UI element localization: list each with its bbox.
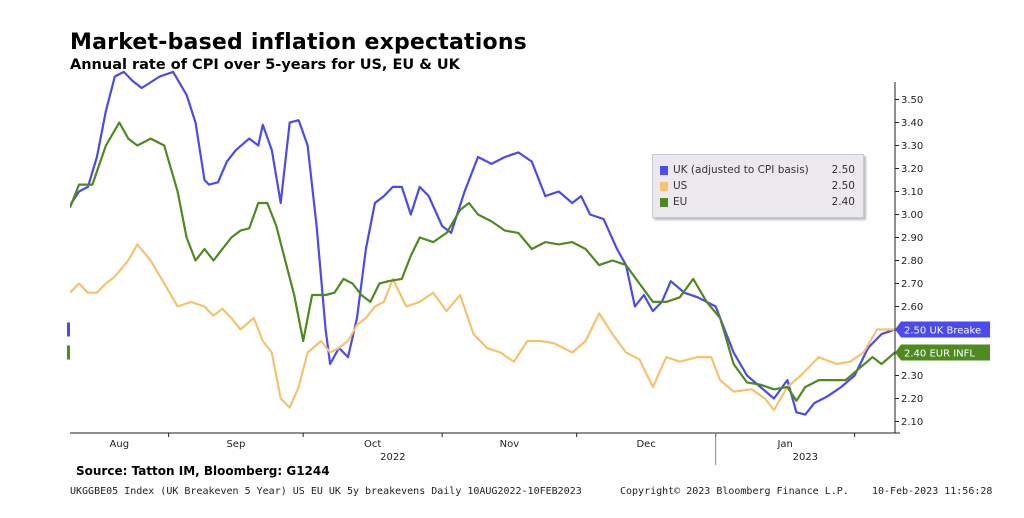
last-value-tag [895,344,990,361]
x-month-label: Oct [364,439,381,450]
chart-title: Market-based inflation expectations [70,30,527,55]
y-tick-label: 3.20 [901,164,923,175]
copyright-text: Copyright© 2023 Bloomberg Finance L.P. [620,486,849,497]
y-tick-label: 2.90 [901,233,923,244]
y-tick-label: 2.80 [901,256,923,267]
legend-label: EU [673,196,688,208]
timestamp-text: 10-Feb-2023 11:56:28 [872,486,993,497]
legend-label: US [673,180,688,192]
legend-item: US 2.50 [660,179,855,194]
legend-label: UK (adjusted to CPI basis) [673,164,809,176]
legend-swatch [660,182,668,191]
x-year-label: 2023 [793,452,818,463]
legend-value: 2.50 [831,180,855,192]
y-tick-label: 2.30 [901,371,923,382]
x-month-label: Sep [226,439,245,450]
x-year-label: 2022 [380,452,405,463]
y-tick-label: 2.70 [901,279,923,290]
last-value-tag-label: 2.50 UK Breake [904,326,981,337]
y-tick-label: 3.40 [901,118,923,129]
plot-area [70,70,895,416]
x-month-label: Jan [776,439,792,450]
ticker-text: UKGGBE05 Index (UK Breakeven 5 Year) US … [70,486,582,497]
legend-swatch [660,198,668,207]
left-edge-marker [67,322,70,337]
y-tick-label: 3.50 [901,95,923,106]
series-line-us [70,243,895,412]
last-value-tag-label: 2.40 EUR INFL [904,349,975,360]
left-edge-marker [67,345,70,360]
y-tick-label: 3.00 [901,210,923,221]
series-line-uk [70,70,895,416]
y-tick-label: 3.30 [901,141,923,152]
legend-item: EU 2.40 [660,195,855,210]
chart-subtitle: Annual rate of CPI over 5-years for US, … [70,57,460,73]
x-month-label: Aug [110,439,130,450]
y-tick-label: 2.10 [901,417,923,428]
source-note: Source: Tatton IM, Bloomberg: G1244 [76,464,330,478]
last-value-tags: 2.50 UK Breake 2.40 EUR INFL [67,321,990,361]
x-month-label: Nov [500,439,520,450]
last-value-tag [895,321,990,338]
legend-item: UK (adjusted to CPI basis) 2.50 [660,163,855,178]
y-tick-label: 2.60 [901,302,923,313]
y-tick-label: 2.20 [901,394,923,405]
legend-value: 2.40 [831,196,855,208]
y-tick-label: 3.10 [901,187,923,198]
series-line-eu [70,121,895,402]
legend-value: 2.50 [831,164,855,176]
x-month-label: Dec [636,439,655,450]
legend-swatch [660,166,668,175]
legend: UK (adjusted to CPI basis) 2.50 US 2.50 … [652,154,864,218]
